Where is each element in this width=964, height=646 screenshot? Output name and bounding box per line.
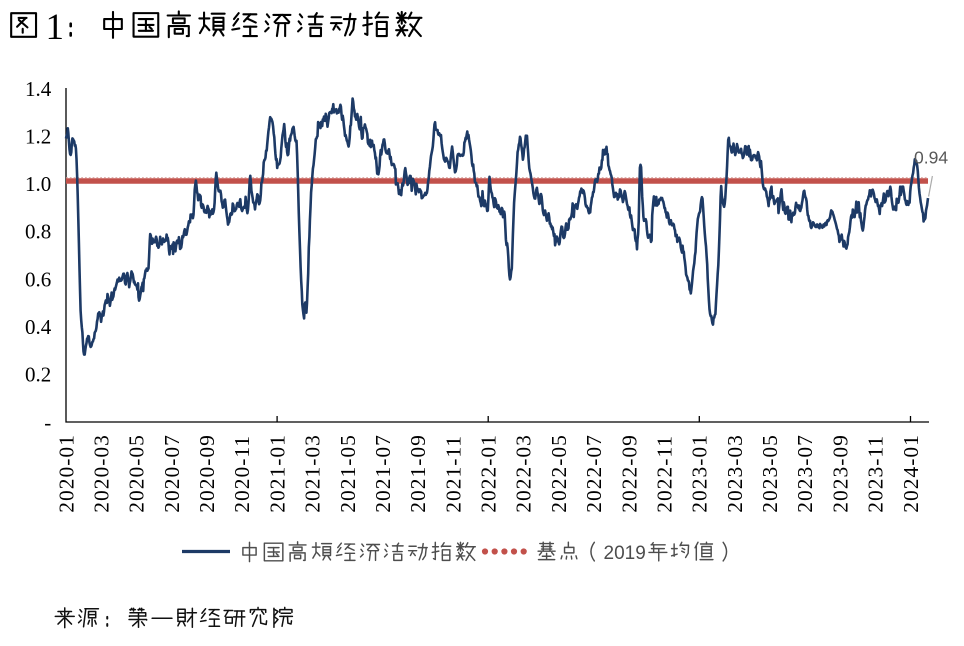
svg-text:2021-01: 2021-01 bbox=[265, 434, 289, 513]
svg-text:2022-05: 2022-05 bbox=[547, 434, 571, 513]
svg-text:2022-03: 2022-03 bbox=[512, 434, 536, 513]
svg-text:0.4: 0.4 bbox=[25, 315, 52, 339]
svg-text:0.2: 0.2 bbox=[25, 363, 51, 387]
svg-text:2022-11: 2022-11 bbox=[653, 435, 677, 513]
svg-text:1: 1 bbox=[46, 7, 65, 48]
svg-text:2022-09: 2022-09 bbox=[617, 434, 641, 513]
svg-text:2023-01: 2023-01 bbox=[688, 434, 712, 513]
svg-text:1.4: 1.4 bbox=[25, 77, 52, 101]
svg-text:1.2: 1.2 bbox=[25, 125, 51, 149]
svg-text:-: - bbox=[44, 410, 51, 434]
svg-text:2020-11: 2020-11 bbox=[230, 435, 254, 513]
svg-text:2023-09: 2023-09 bbox=[828, 434, 852, 513]
svg-text:2024-01: 2024-01 bbox=[899, 434, 923, 513]
svg-text:2020-05: 2020-05 bbox=[125, 434, 149, 513]
svg-text:2021-05: 2021-05 bbox=[336, 434, 360, 513]
svg-text:2020-07: 2020-07 bbox=[160, 434, 184, 513]
svg-text:2021-09: 2021-09 bbox=[406, 434, 430, 513]
svg-text:2020-03: 2020-03 bbox=[90, 434, 114, 513]
svg-text:2021-11: 2021-11 bbox=[441, 435, 465, 513]
svg-text:2022-07: 2022-07 bbox=[582, 434, 606, 513]
svg-text:2020-01: 2020-01 bbox=[54, 434, 78, 513]
svg-text:0.94: 0.94 bbox=[914, 148, 948, 168]
svg-text:2020-09: 2020-09 bbox=[195, 434, 219, 513]
svg-text:2023-07: 2023-07 bbox=[793, 434, 817, 513]
svg-text:2022-01: 2022-01 bbox=[477, 434, 501, 513]
svg-text:2023-11: 2023-11 bbox=[864, 435, 888, 513]
svg-text:1.0: 1.0 bbox=[25, 172, 51, 196]
svg-text:2019: 2019 bbox=[604, 543, 646, 564]
svg-text:2023-05: 2023-05 bbox=[758, 434, 782, 513]
svg-text:0.6: 0.6 bbox=[25, 267, 51, 291]
svg-text:2021-03: 2021-03 bbox=[301, 434, 325, 513]
svg-text:2021-07: 2021-07 bbox=[371, 434, 395, 513]
svg-text:0.8: 0.8 bbox=[25, 220, 51, 244]
svg-text:2023-03: 2023-03 bbox=[723, 434, 747, 513]
